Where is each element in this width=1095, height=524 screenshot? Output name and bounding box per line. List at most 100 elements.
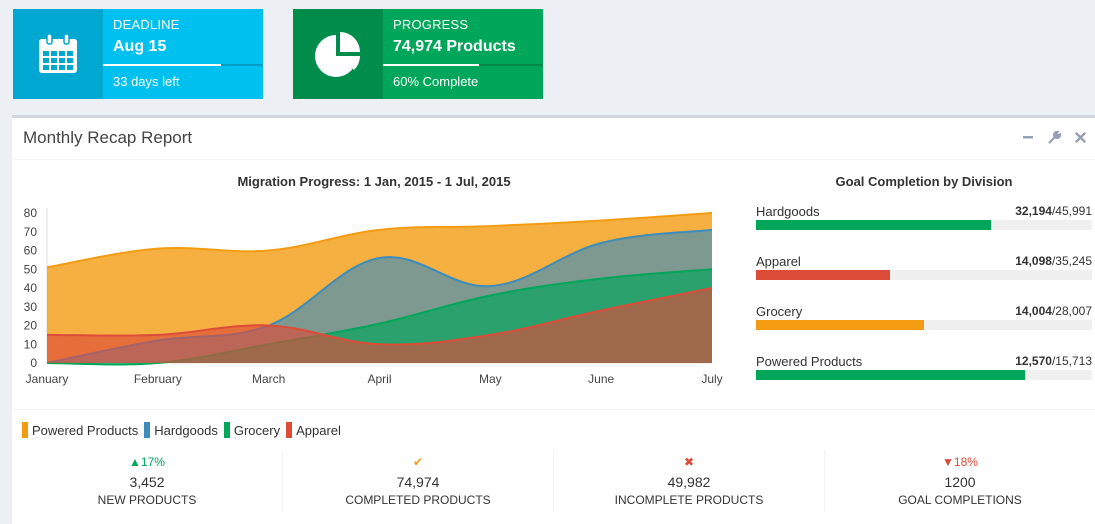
stat-block: ✔ 74,974 COMPLETED PRODUCTS bbox=[283, 450, 554, 512]
goal-completion-title: Goal Completion by Division bbox=[835, 174, 1013, 189]
goal-name: Apparel bbox=[756, 254, 801, 269]
y-tick-label: 80 bbox=[24, 206, 38, 220]
goal-item: Grocery 14,004/28,007 bbox=[756, 304, 1092, 336]
progress-progress-track bbox=[383, 64, 543, 66]
deadline-progress-track bbox=[103, 64, 263, 66]
legend-label: Hardgoods bbox=[154, 422, 218, 438]
goal-total: /35,245 bbox=[1051, 254, 1092, 268]
stat-block: ✖ 49,982 INCOMPLETE PRODUCTS bbox=[554, 450, 825, 512]
legend-item[interactable]: Apparel bbox=[286, 422, 341, 438]
stat-change: ✔ bbox=[283, 455, 553, 471]
monthly-recap-panel: Monthly Recap Report Migration Progress:… bbox=[12, 115, 1095, 524]
stat-label: INCOMPLETE PRODUCTS bbox=[614, 493, 764, 507]
legend-swatch bbox=[223, 422, 230, 438]
legend-label: Powered Products bbox=[32, 422, 139, 438]
goal-name: Hardgoods bbox=[756, 204, 820, 219]
goal-done: 12,570 bbox=[1015, 354, 1052, 368]
progress-info-box: PROGRESS 74,974 Products 60% Complete bbox=[293, 9, 543, 99]
goal-count: 12,570/15,713 bbox=[1015, 354, 1092, 368]
line-powered-products bbox=[46, 212, 713, 269]
close-icon[interactable] bbox=[1073, 130, 1087, 144]
panel-title: Monthly Recap Report bbox=[23, 128, 193, 147]
goal-count: 32,194/45,991 bbox=[1015, 204, 1092, 218]
stat-label: COMPLETED PRODUCTS bbox=[345, 493, 491, 507]
stat-value: 1200 bbox=[944, 474, 976, 490]
stat-block: ▲17% 3,452 NEW PRODUCTS bbox=[12, 450, 283, 512]
goal-done: 32,194 bbox=[1015, 204, 1052, 218]
migration-area-chart: 0 10 20 30 40 50 60 70 80 January February March Apr… bbox=[24, 206, 723, 386]
y-tick-label: 20 bbox=[24, 319, 38, 333]
caret-down-icon: ▼ bbox=[942, 455, 954, 469]
goal-progress-fill bbox=[756, 370, 1025, 380]
goal-item: Apparel 14,098/35,245 bbox=[756, 254, 1092, 286]
x-tick-label: June bbox=[588, 372, 614, 386]
goal-progress-track bbox=[756, 370, 1092, 380]
deadline-label: DEADLINE bbox=[113, 17, 180, 32]
chart-title: Migration Progress: 1 Jan, 2015 - 1 Jul,… bbox=[237, 174, 511, 189]
legend-label: Grocery bbox=[233, 422, 281, 438]
legend-item[interactable]: Grocery bbox=[223, 422, 281, 438]
x-tick-label: February bbox=[134, 372, 182, 386]
x-tick-label: April bbox=[367, 372, 391, 386]
deadline-value: Aug 15 bbox=[113, 38, 167, 55]
goal-name: Powered Products bbox=[756, 354, 863, 369]
stats-row: ▲17% 3,452 NEW PRODUCTS ✔ 74,974 COMPLETED PR… bbox=[12, 450, 1095, 512]
panel-tools bbox=[1021, 130, 1087, 144]
legend-label: Apparel bbox=[296, 422, 341, 438]
pie-chart-icon bbox=[293, 9, 383, 99]
legend-swatch bbox=[144, 422, 151, 438]
area-apparel bbox=[47, 288, 712, 363]
wrench-icon[interactable] bbox=[1047, 130, 1061, 144]
stat-block: ▼18% 1200 GOAL COMPLETIONS bbox=[825, 450, 1095, 512]
x-tick-label: March bbox=[252, 372, 285, 386]
legend-item[interactable]: Hardgoods bbox=[144, 422, 218, 438]
stat-percent: 18% bbox=[953, 455, 978, 469]
x-tick-label: January bbox=[26, 372, 69, 386]
y-tick-label: 50 bbox=[24, 262, 38, 276]
goal-total: /28,007 bbox=[1051, 304, 1092, 318]
deadline-info-box: DEADLINE Aug 15 33 days left bbox=[13, 9, 263, 99]
deadline-description: 33 days left bbox=[113, 74, 180, 89]
goal-item: Powered Products 12,570/15,713 bbox=[756, 354, 1092, 386]
stat-label: GOAL COMPLETIONS bbox=[898, 493, 1022, 507]
goal-total: /15,713 bbox=[1051, 354, 1092, 368]
chart-legend: Powered Products Hardgoods Grocery Apparel bbox=[22, 422, 347, 438]
goal-count: 14,004/28,007 bbox=[1015, 304, 1092, 318]
minus-icon[interactable] bbox=[1021, 130, 1035, 144]
deadline-progress-fill bbox=[103, 64, 222, 66]
y-tick-label: 70 bbox=[24, 225, 38, 239]
stat-percent: 17% bbox=[140, 455, 165, 469]
stat-value: 3,452 bbox=[129, 474, 165, 490]
stat-change: ▼18% bbox=[825, 455, 1095, 471]
goal-progress-track bbox=[756, 220, 1092, 230]
x-tick-label: July bbox=[701, 372, 722, 386]
goal-done: 14,098 bbox=[1015, 254, 1052, 268]
stat-label: NEW PRODUCTS bbox=[97, 493, 197, 507]
calendar-icon bbox=[13, 9, 103, 99]
panel-divider bbox=[12, 409, 1095, 410]
caret-up-icon: ▲ bbox=[129, 455, 141, 469]
goal-item: Hardgoods 32,194/45,991 bbox=[756, 204, 1092, 236]
y-tick-label: 0 bbox=[30, 356, 37, 370]
goal-name: Grocery bbox=[756, 304, 803, 319]
x-tick-label: May bbox=[479, 372, 502, 386]
y-tick-label: 40 bbox=[24, 281, 38, 295]
goal-progress-fill bbox=[756, 270, 891, 280]
panel-header: Monthly Recap Report bbox=[12, 118, 1095, 160]
goal-progress-track bbox=[756, 270, 1092, 280]
cross-icon: ✖ bbox=[683, 455, 695, 469]
progress-value: 74,974 Products bbox=[393, 38, 516, 55]
progress-description: 60% Complete bbox=[393, 74, 479, 89]
stat-value: 74,974 bbox=[396, 474, 440, 490]
goal-count: 14,098/35,245 bbox=[1015, 254, 1092, 268]
progress-label: PROGRESS bbox=[393, 17, 469, 32]
goal-progress-fill bbox=[756, 320, 924, 330]
legend-swatch bbox=[22, 422, 28, 438]
stat-value: 49,982 bbox=[667, 474, 711, 490]
stat-change: ▲17% bbox=[12, 455, 282, 471]
legend-item[interactable]: Powered Products bbox=[22, 422, 138, 438]
goal-progress-track bbox=[756, 320, 1092, 330]
goal-done: 14,004 bbox=[1015, 304, 1052, 318]
goal-progress-fill bbox=[756, 220, 992, 230]
stat-change: ✖ bbox=[554, 455, 824, 471]
